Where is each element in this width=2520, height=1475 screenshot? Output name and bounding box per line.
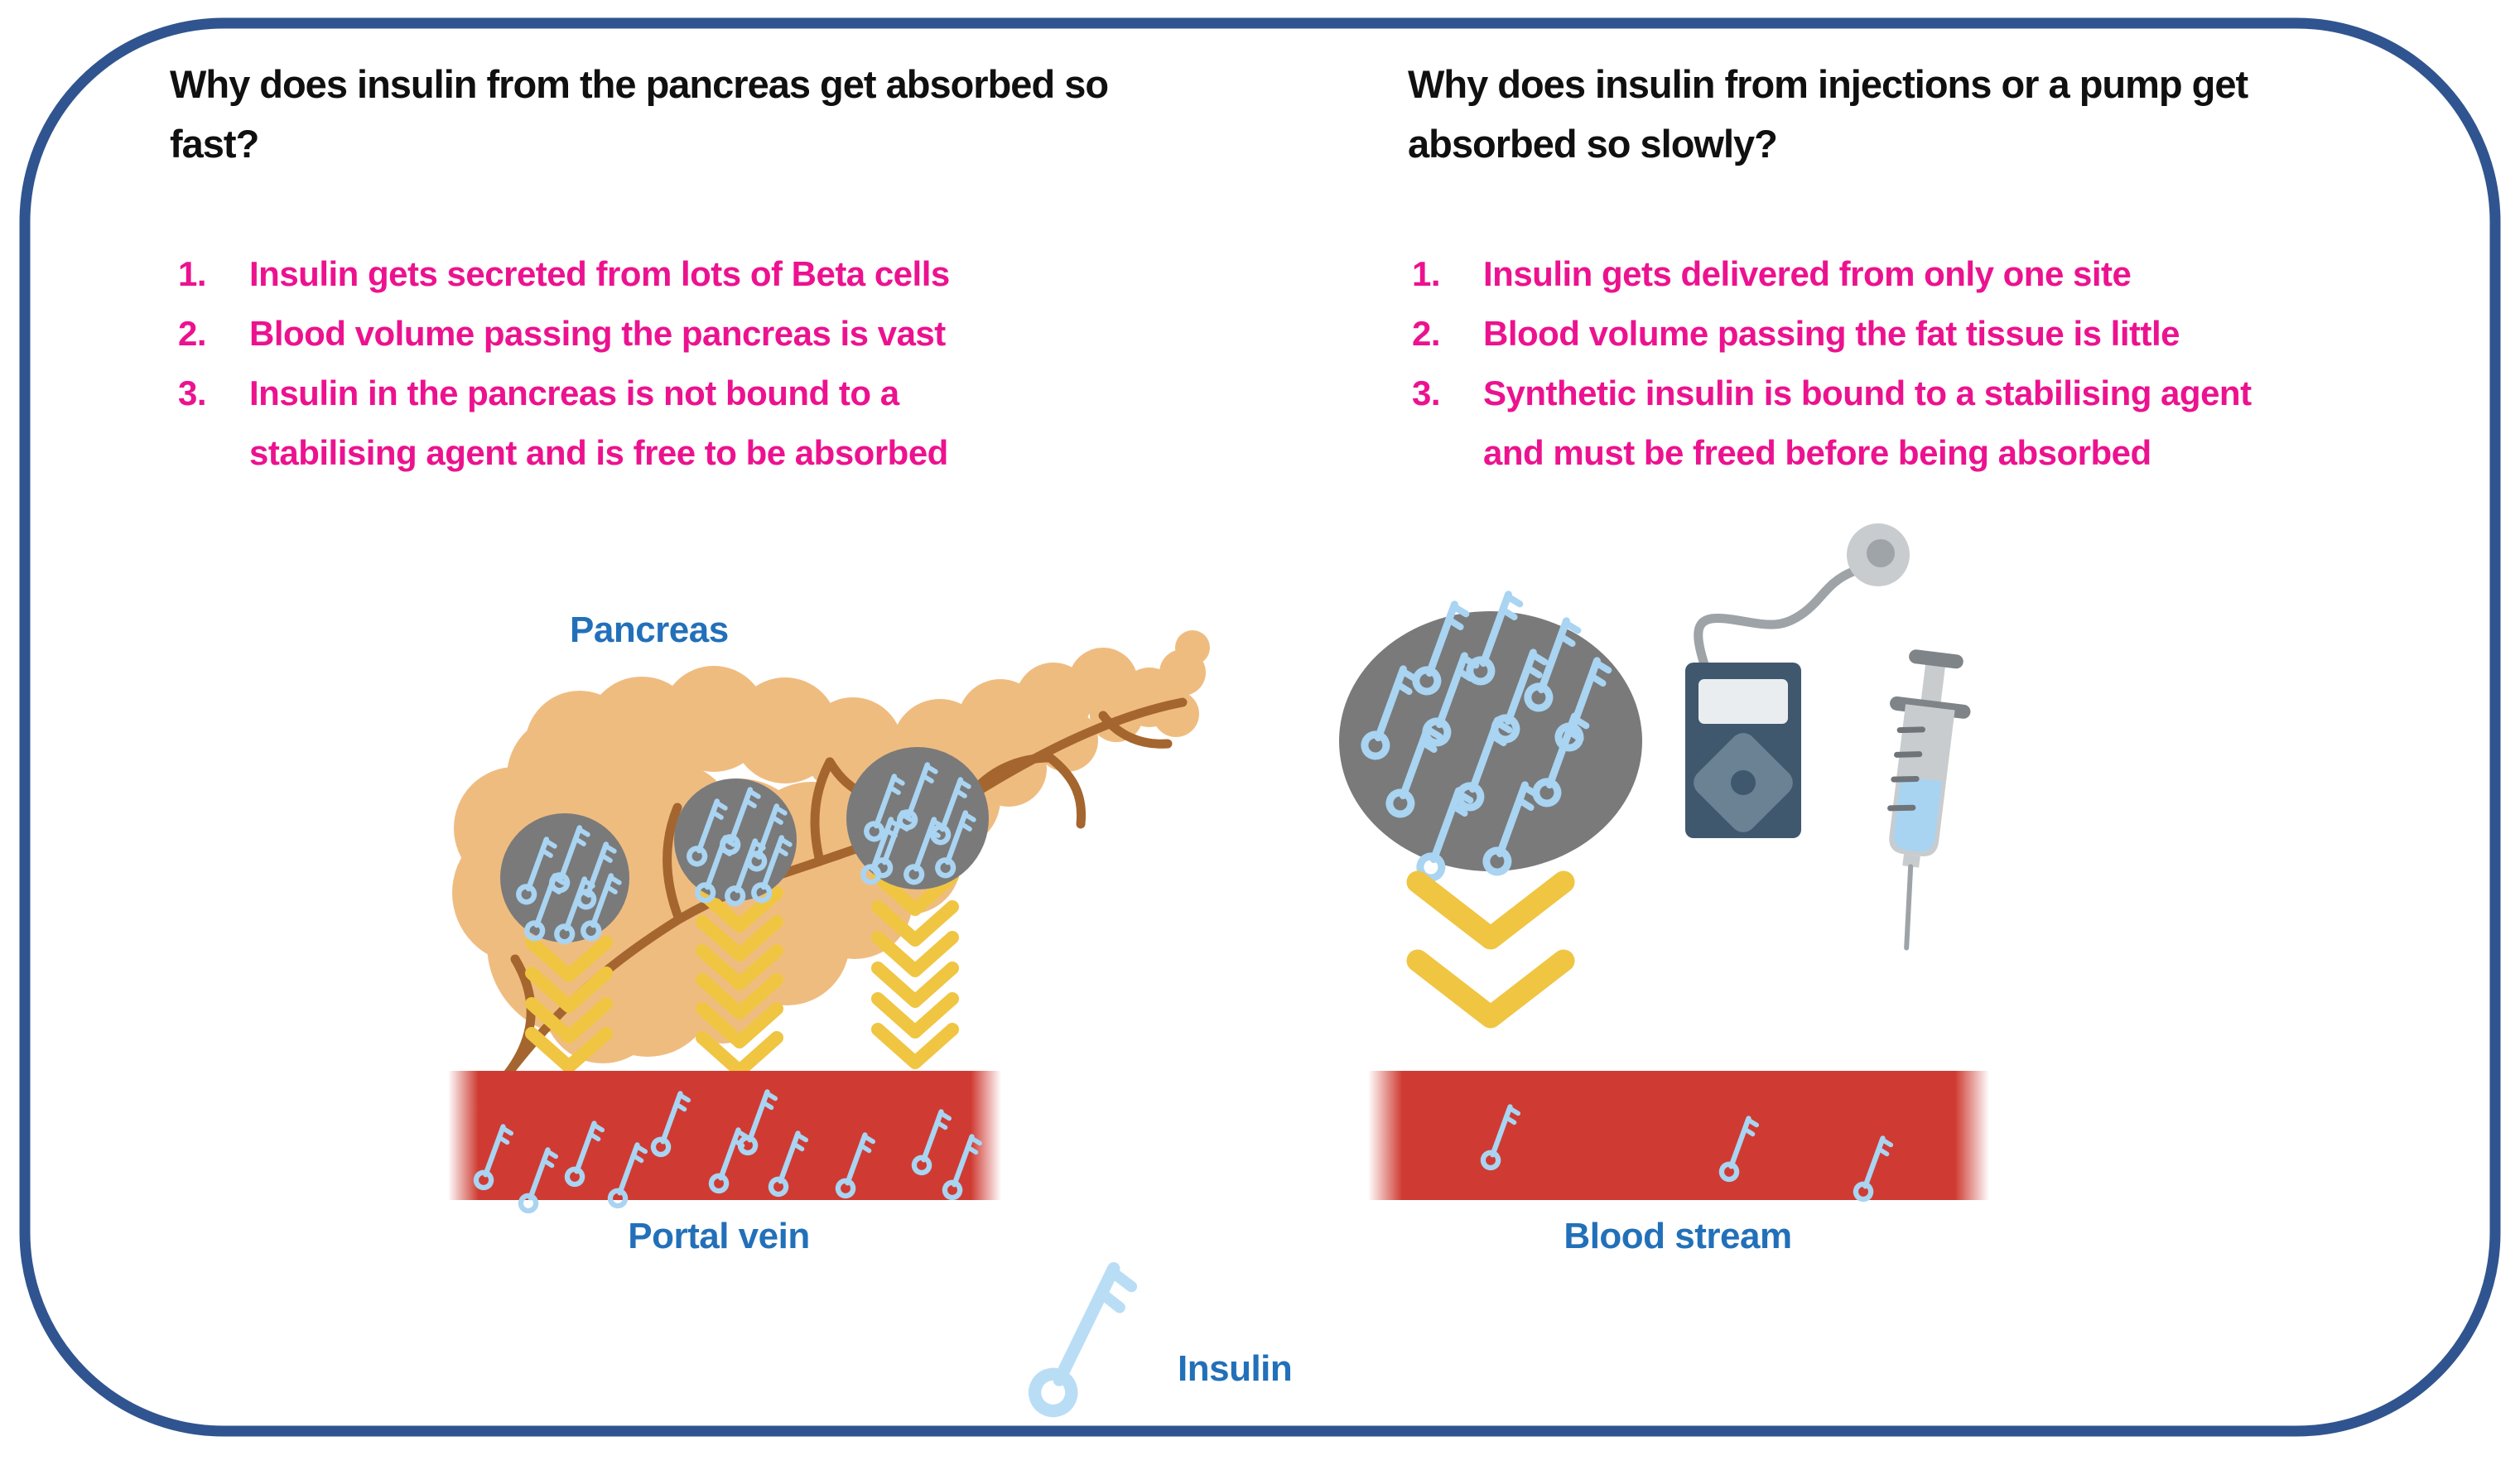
islet-circle — [846, 747, 989, 889]
list-item: 1. Insulin gets secreted from lots of Be… — [178, 244, 1337, 304]
item-text: Insulin in the pancreas is not bound to … — [249, 374, 948, 472]
pancreas-label: Pancreas — [570, 610, 729, 650]
list-item: 2. Blood volume passing the pancreas is … — [178, 304, 1337, 364]
pancreatic-duct — [502, 697, 1188, 1080]
portal-vein-label: Portal vein — [628, 1216, 810, 1256]
injection-depot-circle — [1339, 590, 1642, 882]
absorption-chevrons — [1418, 882, 1564, 1017]
pump-tubing — [1694, 566, 1858, 669]
left-question-title: Why does insulin from the pancreas get a… — [170, 62, 1109, 166]
down-chevron-icon — [1418, 961, 1564, 1017]
list-item: 2. Blood volume passing the fat tissue i… — [1412, 304, 2505, 364]
right-question-title: Why does insulin from injections or a pu… — [1408, 62, 2248, 166]
infusion-set-icon — [1847, 523, 1910, 586]
insulin-key-legend-icon — [1029, 1260, 1135, 1420]
islet-circle — [500, 813, 629, 945]
item-text: Synthetic insulin is bound to a stabilis… — [1483, 374, 2252, 472]
item-number: 2. — [1412, 314, 1441, 353]
islet-circle — [674, 778, 797, 907]
blood-stream-band — [1368, 1071, 1989, 1203]
down-chevron-icon — [1418, 882, 1564, 938]
item-number: 1. — [1412, 254, 1441, 293]
item-text: Insulin gets secreted from lots of Beta … — [249, 254, 950, 293]
item-text: Blood volume passing the pancreas is vas… — [249, 314, 946, 353]
syringe-scale-marks — [1887, 726, 1925, 812]
right-reason-list: 1. Insulin gets delivered from only one … — [1412, 244, 2505, 483]
left-reason-list: 1. Insulin gets secreted from lots of Be… — [178, 244, 1337, 483]
item-text: Blood volume passing the fat tissue is l… — [1483, 314, 2180, 353]
insulin-liquid — [1893, 776, 1943, 852]
pump-screen — [1698, 679, 1788, 724]
pump-button — [1694, 733, 1793, 832]
list-item: 3. Insulin in the pancreas is not bound … — [178, 364, 1337, 483]
insulin-legend-label: Insulin — [1178, 1348, 1293, 1389]
syringe-needle — [1904, 864, 1914, 951]
list-item: 1. Insulin gets delivered from only one … — [1412, 244, 2505, 304]
list-item: 3. Synthetic insulin is bound to a stabi… — [1412, 364, 2505, 483]
item-number: 3. — [178, 374, 207, 412]
portal-vein-band — [448, 1071, 1001, 1214]
item-number: 2. — [178, 314, 207, 353]
insulin-pump-icon — [1685, 523, 1910, 838]
item-number: 1. — [178, 254, 207, 293]
item-number: 3. — [1412, 374, 1441, 412]
item-text: Insulin gets delivered from only one sit… — [1483, 254, 2132, 293]
slide-border — [19, 17, 2501, 1437]
syringe-icon — [1887, 649, 1971, 951]
blood-stream-label: Blood stream — [1564, 1216, 1792, 1256]
